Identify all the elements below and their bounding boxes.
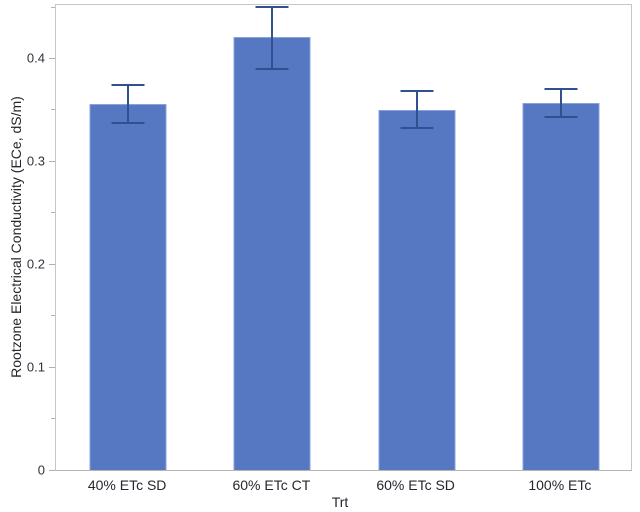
y-axis-major-tick — [49, 366, 55, 368]
x-category-label: 60% ETc SD — [376, 477, 455, 493]
error-bar-cap-bottom — [400, 127, 434, 130]
error-bar-line — [415, 91, 418, 129]
y-axis-minor-tick — [51, 109, 55, 111]
bar-1 — [89, 103, 167, 470]
error-bar-cap-top — [544, 88, 578, 91]
y-axis-title: Rootzone Electrical Conductivity (ECe, d… — [8, 96, 24, 378]
error-bar-cap-bottom — [255, 67, 289, 70]
error-bar-cap-top — [400, 90, 434, 93]
y-axis-minor-tick — [51, 212, 55, 214]
plot-area: 0 0.1 0.2 0.3 0.4 — [27, 4, 632, 477]
error-bar-cap-bottom — [544, 116, 578, 119]
error-bar-cap-bottom — [111, 122, 145, 125]
y-axis-minor-tick — [51, 6, 55, 8]
y-axis-tick-label: 0.3 — [26, 153, 45, 169]
y-axis-tick-label: 0 — [37, 462, 45, 478]
y-axis-major-tick — [49, 469, 55, 471]
x-category-label: 40% ETc SD — [87, 477, 167, 493]
y-axis-minor-tick — [51, 418, 55, 420]
bar-2 — [233, 36, 311, 470]
error-bar-line — [271, 7, 274, 69]
error-bar-cap-top — [255, 6, 289, 9]
y-axis-tick-label: 0.4 — [26, 50, 45, 66]
error-bar-cap-top — [111, 84, 145, 87]
error-bar-line — [127, 85, 130, 124]
y-axis-major-tick — [49, 263, 55, 265]
x-category-label: 100% ETc — [528, 477, 592, 493]
bar-4 — [522, 102, 600, 470]
y-axis-tick-label: 0.1 — [26, 359, 45, 375]
x-axis-title: Trt — [331, 494, 349, 510]
x-category-label: 60% ETc CT — [232, 477, 311, 493]
y-axis-tick-label: 0.2 — [26, 256, 45, 272]
error-bar-line — [559, 89, 562, 118]
y-axis-minor-tick — [51, 315, 55, 317]
y-axis-major-tick — [49, 58, 55, 59]
bar-3 — [378, 109, 456, 470]
y-axis-major-tick — [49, 160, 55, 162]
